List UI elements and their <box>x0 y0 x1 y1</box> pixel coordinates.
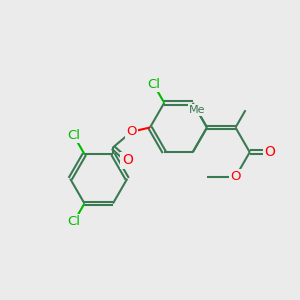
Text: Cl: Cl <box>147 78 160 91</box>
Text: O: O <box>264 145 275 159</box>
Text: Cl: Cl <box>67 215 80 229</box>
Text: O: O <box>122 153 133 167</box>
Text: O: O <box>230 170 241 183</box>
Text: Me: Me <box>189 105 205 115</box>
Text: Cl: Cl <box>67 129 80 142</box>
Text: O: O <box>126 125 137 138</box>
